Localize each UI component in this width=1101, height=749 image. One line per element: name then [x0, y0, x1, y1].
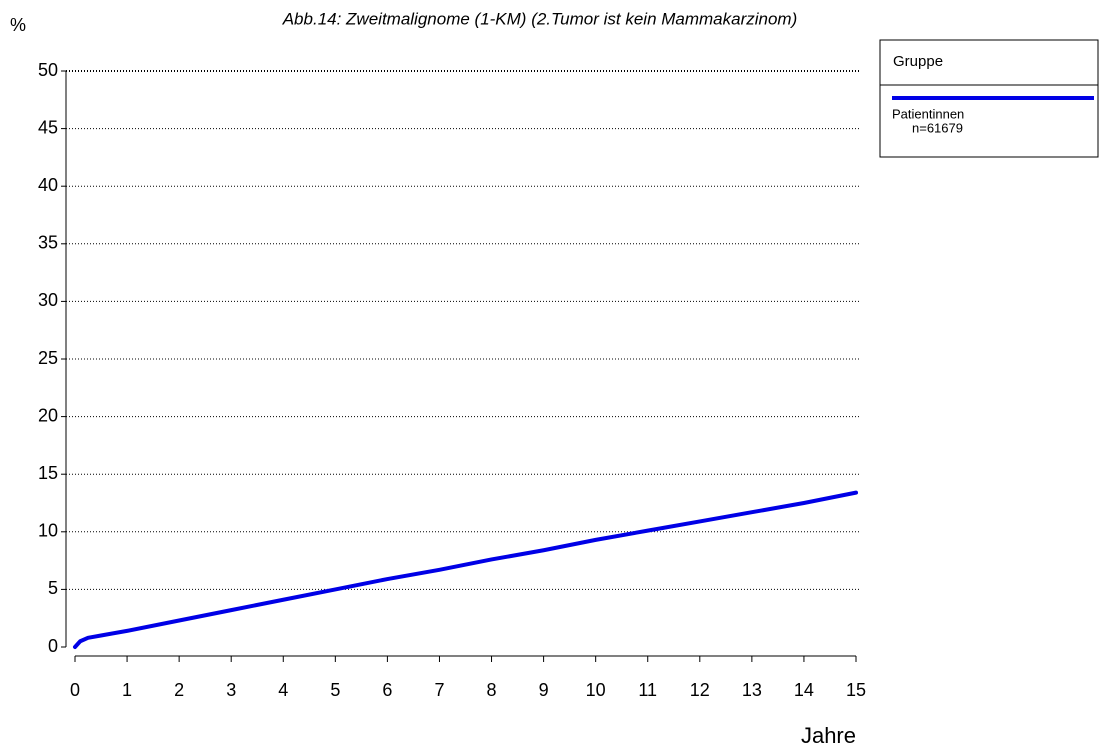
- legend-label: Patientinnen: [892, 106, 964, 121]
- y-tick-label: 0: [48, 636, 58, 656]
- y-tick-label: 20: [38, 405, 58, 425]
- y-tick-label: 25: [38, 348, 58, 368]
- x-tick-label: 7: [434, 680, 444, 700]
- data-line: [73, 490, 858, 649]
- y-tick-label: 5: [48, 578, 58, 598]
- y-tick-label: 30: [38, 290, 58, 310]
- x-tick-label: 2: [174, 680, 184, 700]
- x-axis-label: Jahre: [801, 723, 856, 748]
- x-tick-label: 3: [226, 680, 236, 700]
- y-tick-label: 35: [38, 233, 58, 253]
- x-tick-label: 8: [487, 680, 497, 700]
- y-axis-label: %: [10, 15, 26, 35]
- chart-title: Abb.14: Zweitmalignome (1-KM) (2.Tumor i…: [282, 9, 798, 28]
- x-tick-label: 15: [846, 680, 866, 700]
- x-tick-label: 9: [539, 680, 549, 700]
- x-tick-label: 12: [690, 680, 710, 700]
- y-tick-label: 45: [38, 117, 58, 137]
- x-tick-label: 5: [330, 680, 340, 700]
- legend-note: n=61679: [912, 120, 963, 135]
- x-tick-label: 10: [586, 680, 606, 700]
- y-tick-label: 50: [38, 60, 58, 80]
- y-tick-label: 10: [38, 521, 58, 541]
- x-tick-label: 14: [794, 680, 814, 700]
- x-tick-label: 0: [70, 680, 80, 700]
- legend-box: [879, 39, 1099, 158]
- x-tick-label: 6: [382, 680, 392, 700]
- y-tick-label: 40: [38, 175, 58, 195]
- x-tick-label: 1: [122, 680, 132, 700]
- x-tick-label: 13: [742, 680, 762, 700]
- legend-title: Gruppe: [893, 53, 943, 70]
- x-tick-label: 4: [278, 680, 288, 700]
- y-tick-label: 15: [38, 463, 58, 483]
- x-tick-label: 11: [638, 680, 657, 700]
